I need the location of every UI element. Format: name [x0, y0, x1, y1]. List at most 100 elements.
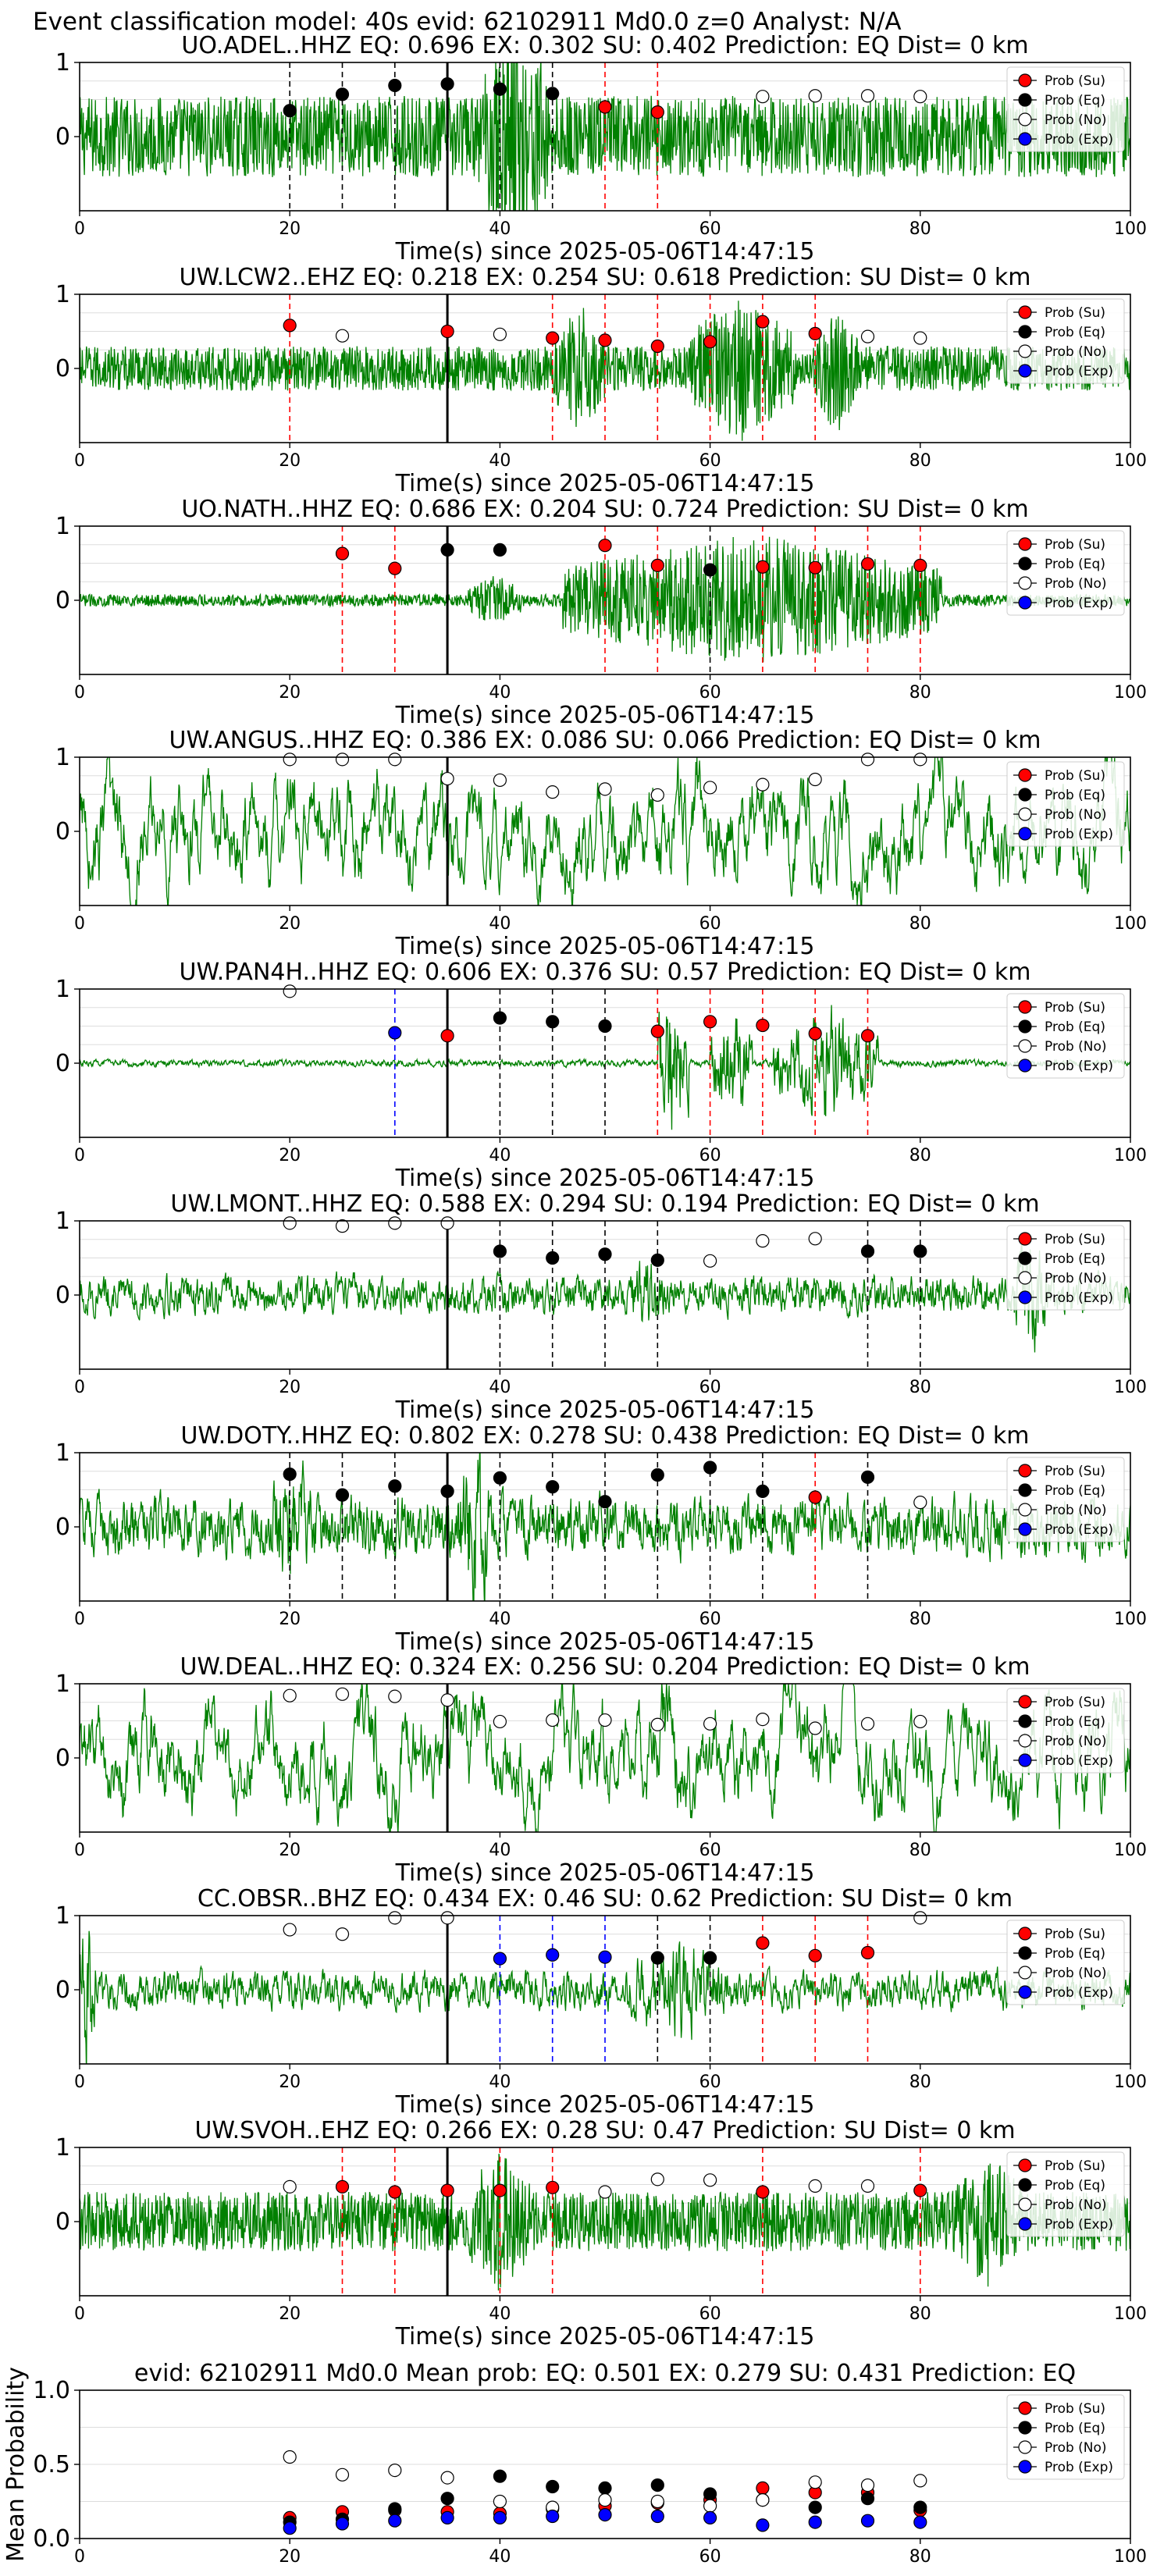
panel-6-point-prob-eq-3 — [650, 1253, 664, 1267]
panel-2-title: UW.LCW2..EHZ EQ: 0.218 EX: 0.254 SU: 0.6… — [179, 264, 1030, 291]
panel-2-legend-marker-prob-exp — [1018, 364, 1032, 378]
panel-4-legend-marker-prob-no — [1018, 807, 1032, 821]
panel-9-point-prob-no-0 — [283, 1923, 297, 1937]
panel-2-legend-label-prob-exp: Prob (Exp) — [1045, 364, 1113, 379]
panel-1-xlabel: Time(s) since 2025-05-06T14:47:15 — [395, 238, 815, 265]
panel-2-legend-marker-prob-su — [1018, 305, 1032, 319]
mean-panel-xtick-label-1: 20 — [279, 2547, 301, 2567]
panel-9-point-prob-exp-2 — [598, 1950, 612, 1964]
panel-1-legend-label-prob-eq: Prob (Eq) — [1045, 93, 1105, 109]
mean-panel-point-prob-no-6 — [598, 2493, 612, 2507]
panel-6-legend-marker-prob-eq — [1018, 1251, 1032, 1265]
panel-7-point-prob-eq-1 — [335, 1488, 350, 1502]
panel-9-xtick-label-5: 100 — [1114, 2073, 1147, 2092]
panel-9-legend-label-prob-eq: Prob (Eq) — [1045, 1946, 1105, 1962]
panel-6-legend-label-prob-su: Prob (Su) — [1045, 1232, 1105, 1247]
panel-10-legend-marker-prob-no — [1018, 2197, 1032, 2211]
panel-2-point-prob-su-5 — [703, 335, 717, 349]
panels: UO.ADEL..HHZ EQ: 0.696 EX: 0.302 SU: 0.4… — [2, 32, 1147, 2567]
panel-10-point-prob-no-0 — [283, 2179, 297, 2194]
panel-10-xtick-label-3: 60 — [699, 2304, 721, 2324]
mean-panel-point-prob-exp-1 — [335, 2517, 350, 2531]
panel-5-point-prob-su-3 — [756, 1018, 770, 1033]
panel-10-point-prob-no-5 — [860, 2179, 875, 2193]
panel-4-point-prob-no-4 — [493, 773, 507, 788]
panel-9: CC.OBSR..BHZ EQ: 0.434 EX: 0.46 SU: 0.62… — [55, 1885, 1147, 2119]
panel-3-point-prob-su-2 — [598, 539, 612, 553]
panel-4-xtick-label-0: 0 — [74, 914, 85, 934]
panel-7-legend-marker-prob-exp — [1018, 1522, 1032, 1536]
panel-8-legend-label-prob-eq: Prob (Eq) — [1045, 1714, 1105, 1730]
panel-8-legend-marker-prob-eq — [1018, 1714, 1032, 1728]
panel-4-point-prob-no-5 — [546, 785, 560, 799]
panel-7-point-prob-eq-2 — [388, 1479, 402, 1493]
mean-panel-point-prob-eq-4 — [493, 2469, 507, 2483]
panel-2-xtick-label-2: 40 — [489, 451, 511, 471]
panel-9-point-prob-eq-1 — [703, 1951, 717, 1965]
panel-5-point-prob-eq-2 — [598, 1019, 612, 1034]
panel-3-legend-marker-prob-eq — [1018, 557, 1032, 571]
panel-1-legend-marker-prob-eq — [1018, 93, 1032, 107]
panel-9-point-prob-no-2 — [388, 1911, 402, 1925]
panel-3-point-prob-su-5 — [808, 560, 822, 575]
panel-7-point-prob-eq-7 — [650, 1468, 664, 1482]
panel-7-legend-marker-prob-eq — [1018, 1483, 1032, 1497]
panel-7-xtick-label-5: 100 — [1114, 1610, 1147, 1629]
panel-6-legend-label-prob-exp: Prob (Exp) — [1045, 1290, 1113, 1306]
panel-9-legend-marker-prob-su — [1018, 1927, 1032, 1941]
panel-7-point-prob-su-0 — [808, 1490, 822, 1504]
mean-panel-ytick-label-0: 0.0 — [33, 2525, 70, 2553]
mean-panel-legend-marker-prob-no — [1018, 2440, 1032, 2454]
panel-1-xtick-label-4: 80 — [909, 219, 931, 239]
panel-6-point-prob-no-0 — [283, 1216, 297, 1230]
panel-7-point-prob-no-0 — [913, 1496, 927, 1510]
panel-2-point-prob-su-4 — [650, 339, 664, 354]
panel-8-point-prob-no-3 — [440, 1693, 454, 1707]
panel-3-legend-label-prob-exp: Prob (Exp) — [1045, 596, 1113, 611]
mean-panel-point-prob-eq-6 — [598, 2481, 612, 2495]
panel-7-legend-label-prob-exp: Prob (Exp) — [1045, 1522, 1113, 1538]
panel-7-legend-label-prob-eq: Prob (Eq) — [1045, 1483, 1105, 1499]
panel-6-title: UW.LMONT..HHZ EQ: 0.588 EX: 0.294 SU: 0.… — [170, 1190, 1039, 1218]
panel-1-xtick-label-3: 60 — [699, 219, 721, 239]
panel-3-title: UO.NATH..HHZ EQ: 0.686 EX: 0.204 SU: 0.7… — [181, 496, 1028, 523]
mean-panel-legend-marker-prob-su — [1018, 2401, 1032, 2415]
mean-panel-point-prob-no-3 — [440, 2471, 454, 2485]
panel-9-xtick-label-4: 80 — [909, 2073, 931, 2092]
panel-7-waveform — [80, 1453, 1130, 1601]
panel-4-xtick-label-4: 80 — [909, 914, 931, 934]
panel-6-waveform — [80, 1239, 1130, 1353]
panel-10-legend-label-prob-no: Prob (No) — [1045, 2197, 1107, 2213]
mean-panel-legend-label-prob-exp: Prob (Exp) — [1045, 2460, 1113, 2475]
panel-1-legend-label-prob-su: Prob (Su) — [1045, 73, 1105, 89]
panel-8-xtick-label-1: 20 — [279, 1841, 301, 1860]
panel-8-waveform — [80, 1684, 1130, 1832]
panel-8-point-prob-no-2 — [388, 1689, 402, 1703]
figure-title: Event classification model: 40s evid: 62… — [33, 8, 902, 36]
panel-6-point-prob-no-6 — [808, 1232, 822, 1246]
panel-4-legend-marker-prob-eq — [1018, 788, 1032, 802]
panel-5-legend-marker-prob-exp — [1018, 1059, 1032, 1073]
mean-panel-legend-box — [1006, 2394, 1125, 2480]
panel-5-legend-label-prob-eq: Prob (Eq) — [1045, 1019, 1105, 1035]
panel-5-point-prob-no-0 — [283, 984, 297, 998]
panel-7-xtick-label-2: 40 — [489, 1610, 511, 1629]
panel-2-xlabel: Time(s) since 2025-05-06T14:47:15 — [395, 470, 815, 497]
panel-8-legend-label-prob-no: Prob (No) — [1045, 1734, 1107, 1749]
panel-8-legend-label-prob-su: Prob (Su) — [1045, 1695, 1105, 1710]
panel-10-title: UW.SVOH..EHZ EQ: 0.266 EX: 0.28 SU: 0.47… — [194, 2117, 1015, 2144]
panel-10-legend-label-prob-exp: Prob (Exp) — [1045, 2217, 1113, 2233]
mean-panel-title: evid: 62102911 Md0.0 Mean prob: EQ: 0.50… — [134, 2360, 1076, 2387]
mean-panel-point-prob-eq-11 — [860, 2492, 875, 2506]
panel-5-point-prob-su-4 — [808, 1026, 822, 1041]
panel-7-legend-marker-prob-su — [1018, 1464, 1032, 1478]
panel-7-point-prob-eq-10 — [860, 1470, 875, 1484]
panel-7-xlabel: Time(s) since 2025-05-06T14:47:15 — [395, 1628, 815, 1656]
mean-panel-ytick-label-2: 1.0 — [33, 2377, 70, 2404]
panel-9-xtick-label-0: 0 — [74, 2073, 85, 2092]
panel-10-point-prob-su-3 — [493, 2183, 507, 2197]
panel-10-point-prob-su-4 — [546, 2180, 560, 2194]
panel-3-legend-label-prob-eq: Prob (Eq) — [1045, 557, 1105, 572]
panel-1-point-prob-eq-0 — [283, 104, 297, 118]
